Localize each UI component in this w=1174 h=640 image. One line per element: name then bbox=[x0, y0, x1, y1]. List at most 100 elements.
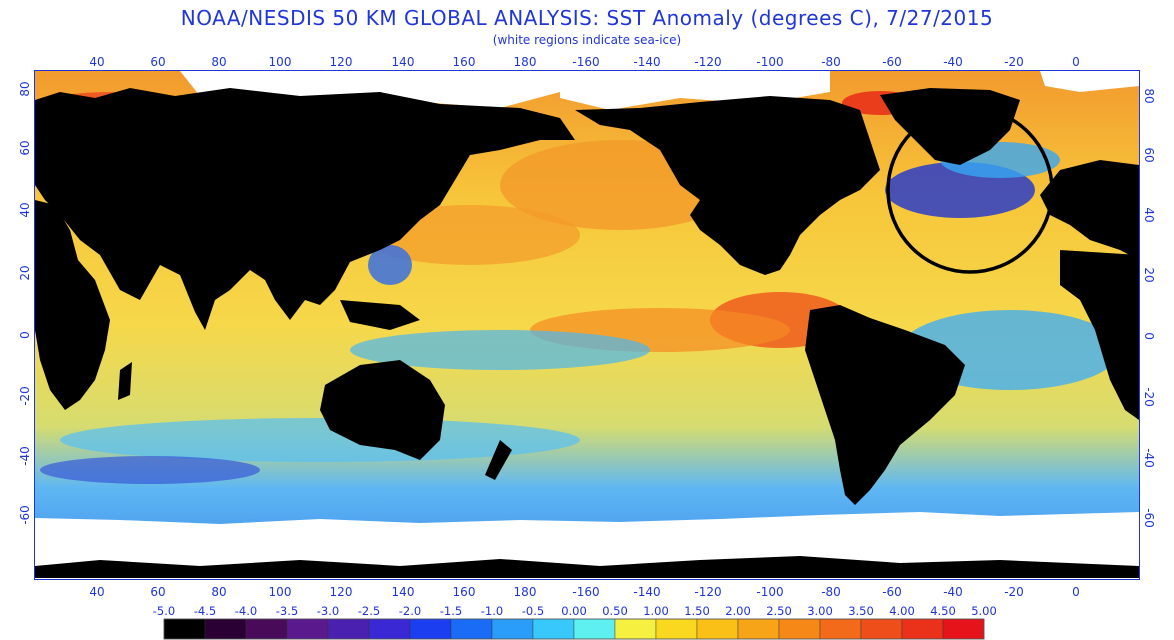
lat-label-left: -40 bbox=[18, 446, 32, 466]
lon-label-bottom: -100 bbox=[756, 585, 783, 599]
lat-label-left: 80 bbox=[18, 81, 32, 96]
lon-label-top: -20 bbox=[1004, 55, 1024, 69]
colorbar-label: 3.50 bbox=[848, 604, 874, 618]
europe-land bbox=[1040, 160, 1139, 260]
south-america-land bbox=[805, 305, 965, 505]
lon-label-bottom: 180 bbox=[514, 585, 537, 599]
colorbar-swatch bbox=[163, 618, 206, 640]
lat-label-right: -60 bbox=[1142, 508, 1156, 528]
colorbar-outline bbox=[163, 618, 985, 640]
colorbar-label: 0.50 bbox=[602, 604, 628, 618]
lon-label-bottom: 120 bbox=[330, 585, 353, 599]
colorbar-swatch bbox=[368, 618, 411, 640]
lat-label-left: 40 bbox=[18, 202, 32, 217]
lon-label-top: 140 bbox=[392, 55, 415, 69]
colorbar-label: -1.5 bbox=[440, 604, 462, 618]
west-africa-land bbox=[1060, 250, 1139, 420]
lon-label-top: 40 bbox=[89, 55, 104, 69]
colorbar-label: 5.00 bbox=[971, 604, 997, 618]
colorbar bbox=[163, 618, 985, 640]
lon-label-top: -160 bbox=[572, 55, 599, 69]
lon-label-top: -140 bbox=[633, 55, 660, 69]
colorbar-label: 4.00 bbox=[889, 604, 915, 618]
lon-label-bottom: 60 bbox=[150, 585, 165, 599]
colorbar-swatch bbox=[286, 618, 329, 640]
arctic-sea-ice-atlantic bbox=[1040, 71, 1139, 92]
colorbar-swatch bbox=[614, 618, 657, 640]
colorbar-label: -0.5 bbox=[522, 604, 544, 618]
colorbar-label: -3.5 bbox=[276, 604, 298, 618]
cold-anomaly-philippine-sea bbox=[368, 245, 412, 285]
lon-label-bottom: -80 bbox=[821, 585, 841, 599]
lon-labels-top: 40 60 80 100 120 140 160 180 -160 -140 -… bbox=[89, 55, 1079, 69]
colorbar-label: -2.0 bbox=[399, 604, 421, 618]
antarctica-land bbox=[35, 556, 1139, 578]
colorbar-label: 3.00 bbox=[807, 604, 833, 618]
australia-land bbox=[320, 360, 445, 460]
colorbar-swatch bbox=[204, 618, 247, 640]
lon-label-bottom: -140 bbox=[633, 585, 660, 599]
africa-land bbox=[35, 200, 110, 410]
lon-label-bottom: -120 bbox=[694, 585, 721, 599]
colorbar-label: 0.00 bbox=[561, 604, 587, 618]
colorbar-swatch bbox=[450, 618, 493, 640]
lon-label-bottom: 80 bbox=[211, 585, 226, 599]
colorbar-swatch bbox=[942, 618, 985, 640]
cold-anomaly-southern-indian bbox=[60, 418, 580, 462]
cold-anomaly-southern-ocean bbox=[40, 456, 260, 484]
lon-label-top: 160 bbox=[453, 55, 476, 69]
lat-label-right: 0 bbox=[1142, 332, 1156, 340]
colorbar-swatch bbox=[655, 618, 698, 640]
japan-land bbox=[395, 160, 430, 190]
lon-label-bottom: -40 bbox=[943, 585, 963, 599]
lat-label-left: -60 bbox=[18, 505, 32, 525]
cold-anomaly-indo-pacific bbox=[350, 330, 650, 370]
colorbar-swatch bbox=[737, 618, 780, 640]
indonesia-land bbox=[340, 300, 420, 330]
colorbar-label: -5.0 bbox=[153, 604, 175, 618]
colorbar-swatch bbox=[573, 618, 616, 640]
colorbar-swatch bbox=[778, 618, 821, 640]
colorbar-label: -2.5 bbox=[358, 604, 380, 618]
lon-label-top: 100 bbox=[269, 55, 292, 69]
lat-label-right: 40 bbox=[1142, 207, 1156, 222]
lat-label-right: 60 bbox=[1142, 147, 1156, 162]
map-title: NOAA/NESDIS 50 KM GLOBAL ANALYSIS: SST A… bbox=[180, 6, 994, 30]
lon-label-bottom: 100 bbox=[269, 585, 292, 599]
lon-label-top: -40 bbox=[943, 55, 963, 69]
colorbar-swatch bbox=[409, 618, 452, 640]
lat-labels-right: 80 60 40 20 0 -20 -40 -60 bbox=[1142, 88, 1156, 527]
greenland-land bbox=[880, 88, 1020, 165]
lon-label-bottom: -160 bbox=[572, 585, 599, 599]
map-subtitle: (white regions indicate sea-ice) bbox=[492, 33, 682, 47]
lon-label-bottom: 140 bbox=[392, 585, 415, 599]
lon-label-bottom: -60 bbox=[882, 585, 902, 599]
lat-label-right: 20 bbox=[1142, 267, 1156, 282]
lat-label-left: 60 bbox=[18, 140, 32, 155]
colorbar-labels: -5.0 -4.5 -4.0 -3.5 -3.0 -2.5 -2.0 -1.5 … bbox=[153, 604, 997, 618]
lon-label-top: 80 bbox=[211, 55, 226, 69]
colorbar-swatch bbox=[532, 618, 575, 640]
lon-label-top: -100 bbox=[756, 55, 783, 69]
eurasia-land bbox=[35, 88, 575, 330]
lon-label-top: -120 bbox=[694, 55, 721, 69]
colorbar-label: -4.0 bbox=[235, 604, 257, 618]
colorbar-label: 2.50 bbox=[766, 604, 792, 618]
lon-label-bottom: 160 bbox=[453, 585, 476, 599]
colorbar-swatch bbox=[696, 618, 739, 640]
lat-label-left: 20 bbox=[18, 265, 32, 280]
lon-labels-bottom: 40 60 80 100 120 140 160 180 -160 -140 -… bbox=[89, 585, 1079, 599]
colorbar-swatch bbox=[245, 618, 288, 640]
lon-label-bottom: -20 bbox=[1004, 585, 1024, 599]
lon-label-top: 120 bbox=[330, 55, 353, 69]
colorbar-swatch bbox=[901, 618, 944, 640]
lon-label-top: -80 bbox=[821, 55, 841, 69]
lat-label-left: -20 bbox=[18, 386, 32, 406]
lat-label-right: -20 bbox=[1142, 387, 1156, 407]
colorbar-label: 2.00 bbox=[725, 604, 751, 618]
colorbar-label: 4.50 bbox=[930, 604, 956, 618]
lon-label-bottom: 40 bbox=[89, 585, 104, 599]
colorbar-swatch bbox=[491, 618, 534, 640]
lon-label-top: 60 bbox=[150, 55, 165, 69]
